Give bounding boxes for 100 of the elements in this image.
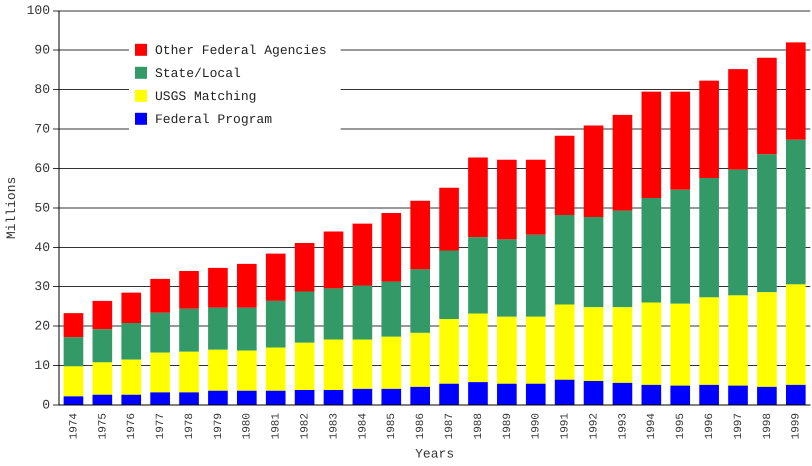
bar	[642, 92, 662, 198]
x-axis-title: Years	[415, 446, 454, 462]
bar	[670, 92, 690, 190]
bar	[352, 388, 372, 404]
bar	[439, 319, 459, 384]
bar	[439, 384, 459, 404]
bar	[584, 380, 604, 404]
bar	[179, 308, 199, 352]
bar	[64, 396, 84, 404]
x-tick-label: 1994	[646, 412, 658, 440]
bar	[728, 295, 748, 386]
bar	[324, 288, 344, 340]
bar	[236, 390, 257, 404]
bar	[439, 188, 459, 250]
bar	[150, 312, 170, 353]
bar	[786, 42, 806, 140]
bar	[439, 250, 459, 320]
y-tick-label: 80	[34, 82, 50, 98]
x-tick-label: 1998	[762, 412, 774, 440]
bar	[352, 340, 372, 389]
x-tick-label: 1989	[502, 412, 514, 440]
bar	[150, 392, 170, 404]
bar	[554, 214, 574, 304]
bar	[324, 340, 344, 390]
bar	[554, 304, 574, 380]
y-tick-label: 70	[34, 121, 50, 136]
x-tick-label: 1992	[588, 412, 600, 440]
bar	[468, 157, 488, 238]
bar	[757, 58, 777, 154]
x-tick-label: 1974	[68, 412, 80, 440]
bar	[526, 160, 546, 235]
bar	[266, 254, 286, 301]
x-tick-label: 1981	[270, 412, 283, 440]
bar	[381, 282, 402, 337]
bar	[294, 342, 314, 390]
bar	[121, 323, 142, 360]
bar	[324, 390, 344, 404]
x-tick-label: 1993	[617, 412, 630, 440]
x-tick-label: 1979	[212, 412, 225, 440]
bar	[179, 392, 199, 404]
bar	[554, 136, 574, 215]
bar	[150, 352, 170, 392]
bar	[497, 239, 517, 317]
bar	[236, 308, 257, 351]
bar	[526, 384, 546, 404]
bar	[64, 366, 84, 396]
x-tick-label: 1991	[560, 412, 572, 440]
y-tick-label: 60	[34, 160, 50, 176]
bar	[497, 316, 517, 384]
bar	[612, 114, 632, 211]
bar	[786, 384, 806, 404]
x-tick-label: 1976	[126, 412, 138, 440]
bar	[381, 336, 402, 389]
bar	[92, 362, 112, 395]
bar	[699, 178, 719, 298]
x-tick-label: 1996	[704, 412, 716, 440]
x-tick-label: 1982	[300, 412, 312, 440]
legend-label: Federal Program	[155, 112, 272, 128]
bar	[236, 350, 257, 391]
y-tick-label: 90	[34, 42, 50, 58]
bar	[208, 308, 228, 350]
y-axis-title: Millions	[4, 176, 20, 240]
bar	[266, 390, 286, 404]
bar	[236, 264, 257, 308]
bar	[670, 304, 690, 386]
bar	[92, 394, 112, 404]
x-tick-label: 1977	[155, 412, 168, 440]
y-tick-label: 10	[34, 358, 50, 374]
bar	[699, 297, 719, 385]
bar	[179, 270, 199, 309]
bar	[179, 352, 199, 392]
bar	[266, 300, 286, 348]
bar	[526, 234, 546, 317]
bar	[324, 232, 344, 288]
bar	[786, 140, 806, 284]
legend-label: USGS Matching	[155, 89, 256, 104]
bar	[526, 316, 546, 384]
y-tick-label: 30	[34, 279, 50, 294]
bar	[642, 198, 662, 303]
bar	[381, 213, 402, 282]
bar	[584, 307, 604, 381]
bar	[64, 337, 84, 366]
bar	[64, 313, 84, 338]
bar	[786, 284, 806, 385]
y-tick-label: 0	[42, 397, 50, 412]
x-tick-label: 1990	[530, 412, 543, 440]
x-tick-label: 1983	[328, 412, 340, 440]
x-tick-label: 1997	[732, 412, 745, 440]
bar	[757, 386, 777, 404]
bar	[757, 154, 777, 292]
bar	[92, 329, 112, 362]
y-tick-label: 40	[34, 240, 50, 255]
bar	[121, 394, 142, 404]
bar	[728, 386, 748, 404]
x-tick-label: 1975	[97, 412, 110, 440]
bar	[410, 386, 430, 404]
bar	[670, 386, 690, 404]
bar	[642, 302, 662, 385]
bar	[410, 269, 430, 333]
y-tick-label: 20	[34, 318, 50, 334]
